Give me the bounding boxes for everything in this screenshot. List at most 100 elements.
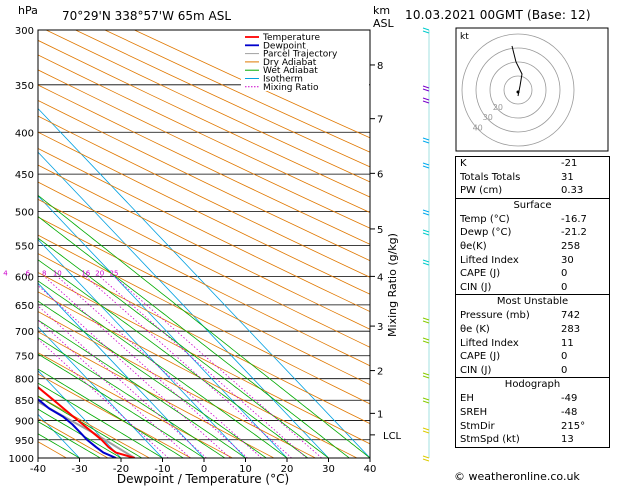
dry-adiabat-line [38, 291, 358, 458]
mixing-ratio-label: 10 [53, 269, 62, 277]
hodograph-unit-label: kt [460, 32, 469, 42]
surface-row: CAPE (J) 0 [456, 267, 609, 281]
most-unstable-row: CIN (J) 0 [456, 364, 609, 378]
dry-adiabat-line [38, 253, 370, 425]
dry-adiabat-line [38, 373, 192, 458]
pressure-tick-label: 350 [15, 81, 34, 92]
surface-label: CAPE (J) [460, 268, 501, 280]
wet-adiabat-line [38, 337, 226, 458]
dry-adiabat-line [38, 69, 370, 229]
most-unstable-value: 742 [561, 310, 581, 322]
hodograph-ring-label: 30 [483, 113, 493, 122]
mixing-ratio-line [38, 305, 207, 458]
wet-adiabat-line [38, 368, 184, 458]
indices-panel: K -21 Totals Totals 31 PW (cm) 0.33 Surface T… [455, 156, 610, 448]
x-tick-label: 20 [281, 464, 294, 475]
pressure-tick-label: 800 [15, 375, 34, 386]
wind-barb [422, 337, 430, 344]
dry-adiabat-line [38, 181, 370, 348]
legend-entry: Isotherm [263, 75, 303, 85]
profile-lines [38, 385, 136, 458]
hodograph-ring [503, 75, 533, 105]
hodograph-stat-row: StmDir 215° [456, 420, 609, 434]
index-label: PW (cm) [460, 185, 503, 197]
pressure-tick-label: 650 [15, 301, 34, 312]
wet-adiabat-line [38, 259, 309, 458]
index-label: K [460, 158, 467, 169]
hodograph-stat-row: EH -49 [456, 392, 609, 406]
isotherm-line [38, 370, 122, 458]
indices-section: K -21 Totals Totals 31 PW (cm) 0.33 [455, 156, 610, 199]
surface-section: Surface Temp (°C) -16.7 Dewp (°C) -21.2 θe(K… [455, 198, 610, 296]
surface-row: θe(K) 258 [456, 240, 609, 254]
mixing-ratio-line [43, 276, 248, 458]
pressure-tick-label: 300 [15, 26, 34, 37]
pressure-tick-label: 700 [15, 327, 34, 338]
x-tick-label: -10 [154, 464, 170, 475]
wind-barb [422, 259, 430, 266]
mixing-ratio-label: 4 [3, 269, 8, 277]
dry-adiabat-line [38, 234, 370, 405]
surface-label: Lifted Index [460, 254, 519, 266]
hodograph-stat-label: EH [460, 393, 474, 405]
wind-barb [422, 455, 430, 462]
surface-value: -16.7 [561, 213, 587, 225]
dry-adiabat-line [38, 39, 370, 198]
wet-adiabat-line [38, 382, 163, 458]
dry-adiabat-line [104, 30, 370, 153]
x-tick-label: 40 [364, 464, 377, 475]
dry-adiabat-line [38, 271, 370, 445]
wet-adiabat-line [38, 280, 288, 458]
km-tick-label: 1 [377, 409, 383, 420]
most-unstable-row: CAPE (J) 0 [456, 350, 609, 364]
wind-barb [422, 27, 430, 34]
x-tick-label: 0 [201, 464, 207, 475]
hodograph-stat-row: SREH -48 [456, 406, 609, 420]
dry-adiabat-line [38, 198, 370, 367]
dry-adiabat-line [38, 311, 316, 458]
dry-adiabat-line [38, 164, 370, 330]
legend-background [241, 31, 369, 91]
dry-adiabat-line [38, 115, 370, 278]
most-unstable-label: Pressure (mb) [460, 310, 530, 322]
wind-profile-strip [422, 27, 430, 462]
surface-value: -21.2 [561, 227, 587, 239]
wet-adiabat-line [38, 395, 143, 458]
most-unstable-label: CIN (J) [460, 364, 492, 376]
wet-adiabat-line [38, 319, 246, 458]
wind-barb [422, 229, 430, 236]
km-tick-label: 8 [377, 61, 383, 72]
hodograph-stat-value: -49 [561, 393, 578, 405]
legend-entry: Temperature [262, 33, 320, 43]
index-value: 31 [561, 171, 574, 183]
lcl-label: LCL [383, 431, 402, 442]
temperature-line [38, 385, 135, 458]
most-unstable-value: 0 [561, 364, 568, 376]
km-tick-label: 4 [377, 272, 383, 283]
hodograph-stat-row: StmSpd (kt) 13 [456, 433, 609, 447]
wind-barb [422, 85, 430, 92]
wet-adiabat-line [38, 353, 205, 458]
index-row: Totals Totals 31 [456, 171, 609, 185]
hodograph-ring [489, 61, 547, 119]
most-unstable-value: 0 [561, 351, 568, 363]
isotherm-line [38, 413, 80, 458]
legend-entry: Wet Adiabat [263, 66, 318, 76]
asl-label: ASL [373, 17, 395, 30]
most-unstable-title: Most Unstable [496, 296, 569, 308]
wet-adiabat-line [38, 216, 350, 458]
wind-barb [422, 209, 430, 216]
mixing-ratio-label: 25 [109, 269, 118, 277]
dry-adiabat-line [38, 331, 275, 458]
isotherm-line [38, 151, 329, 458]
pressure-tick-label: 900 [15, 417, 34, 428]
surface-row: Lifted Index 30 [456, 254, 609, 268]
x-tick-label: -30 [71, 464, 87, 475]
mixing-ratio-label: 16 [81, 269, 90, 277]
datetime-title: 10.03.2021 00GMT (Base: 12) [405, 8, 591, 22]
hodograph-stat-label: StmDir [460, 420, 495, 432]
footer-credit: © weatheronline.co.uk [454, 470, 580, 483]
